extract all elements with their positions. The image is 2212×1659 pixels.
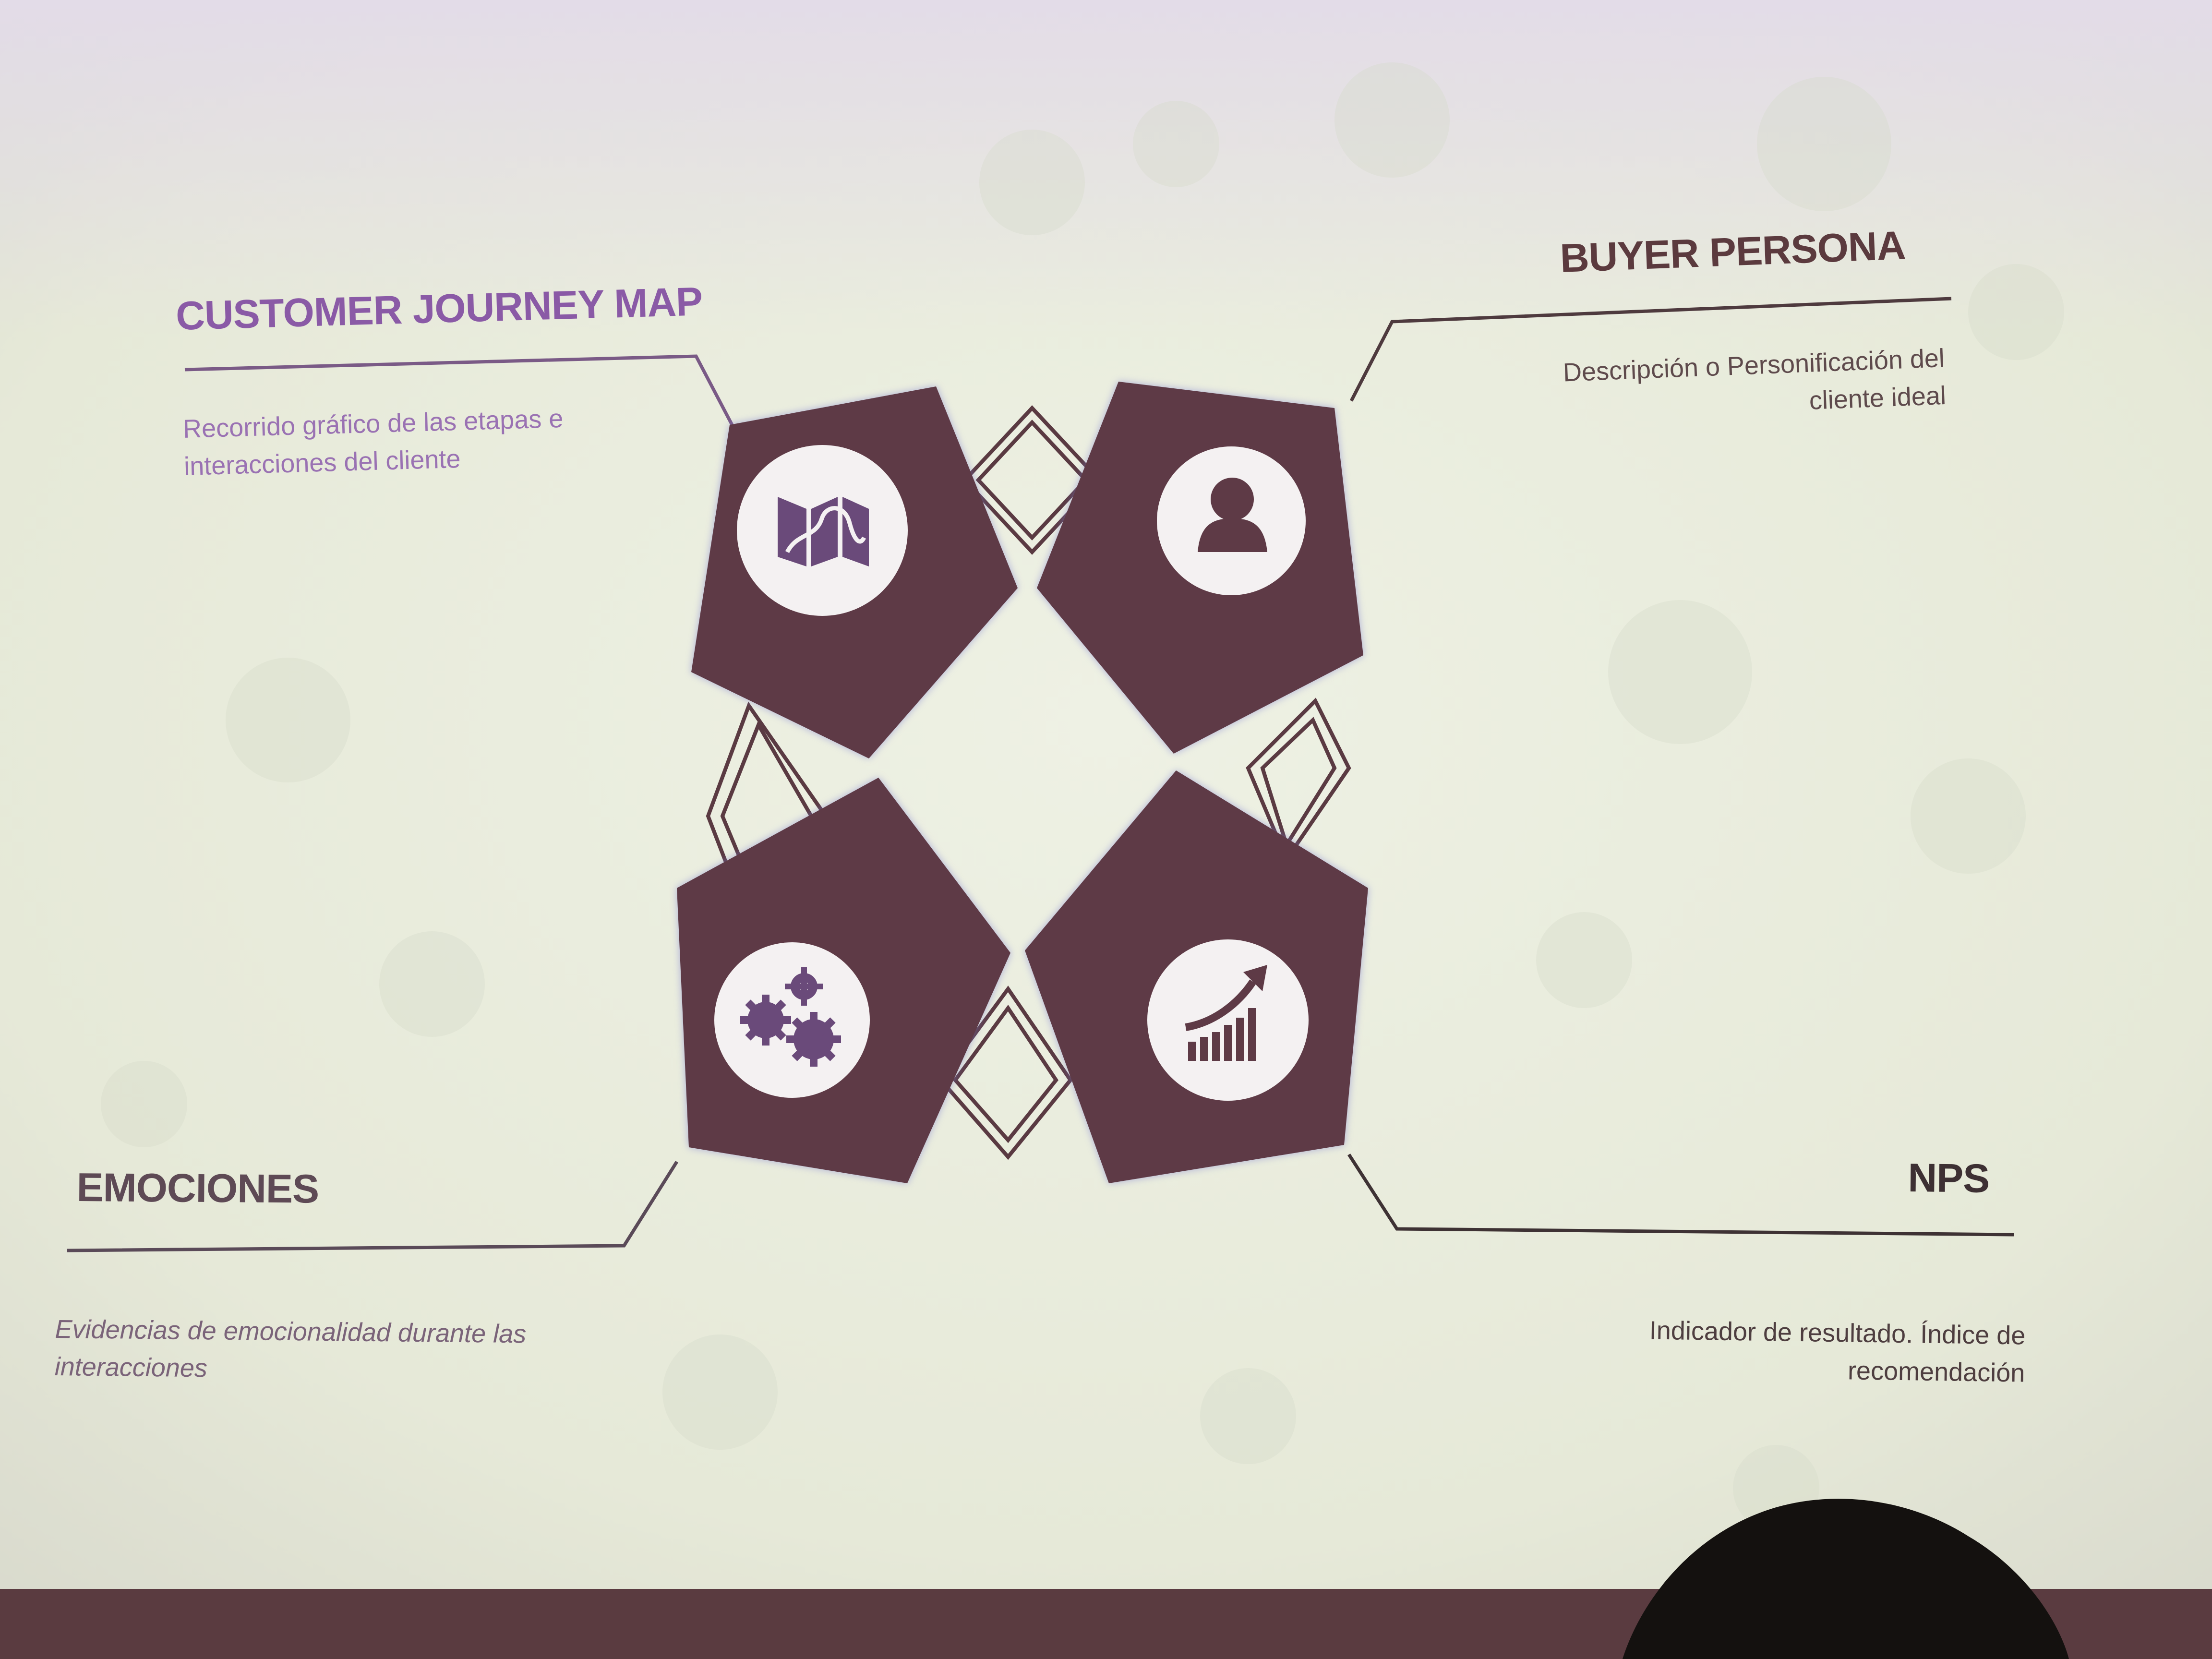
connector-lines [67, 297, 2014, 1252]
gears-icon [740, 967, 841, 1067]
nps-tile [1025, 770, 1368, 1183]
background-pattern [101, 62, 2064, 1531]
growth-chart-icon [1185, 965, 1267, 1061]
emociones-tile [677, 778, 1010, 1183]
person-icon [1198, 478, 1267, 552]
customer-journey-map-description: Recorrido gráfico de las etapas e intera… [182, 404, 564, 481]
emociones-description: Evidencias de emocionalidad durante las … [54, 1314, 527, 1383]
buyer-persona-tile [1037, 382, 1363, 754]
emo-icon-circle [714, 942, 870, 1098]
nps-icon-circle [1147, 939, 1309, 1101]
map-icon [778, 497, 869, 566]
nps-title: NPS [1908, 1155, 1990, 1201]
bp-connector-line [1349, 297, 1952, 402]
customer-journey-map-tile [691, 386, 1018, 758]
emo-connector-line [67, 1161, 678, 1252]
buyer-persona-description: Descripción o Personificación del client… [1562, 343, 1947, 416]
audience-head-silhouette [1623, 1499, 2069, 1659]
nps-connector-line [1347, 1154, 2014, 1237]
nps-description: Indicador de resultado. Índice de recome… [1649, 1316, 2026, 1388]
emociones-title: EMOCIONES [76, 1165, 319, 1212]
cjm-connector-line [184, 354, 734, 426]
screen-top-glow [0, 0, 2212, 336]
